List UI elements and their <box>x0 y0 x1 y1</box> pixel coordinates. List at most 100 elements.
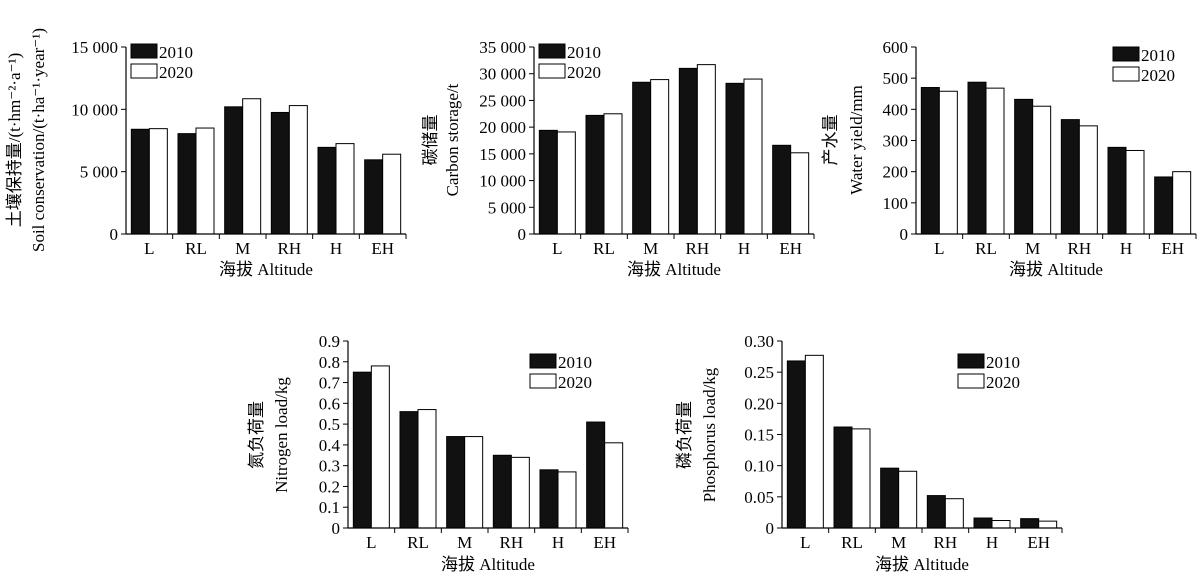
legend-swatch-2020 <box>538 63 566 79</box>
legend-swatch-2020 <box>1112 66 1140 82</box>
y-tick-label: 0.05 <box>744 488 774 507</box>
x-tick-label: EH <box>371 239 394 258</box>
chart-carbon: L RL M RH H EH 0 5 000 10 000 15 000 20 000 25 000 3… <box>421 38 815 279</box>
y-tick-label: 0.25 <box>744 363 774 382</box>
x-tick-label: L <box>366 533 376 552</box>
y-tick-label: 0 <box>332 519 341 538</box>
x-tick-label: RL <box>841 533 863 552</box>
y-tick-label: 20 000 <box>479 118 526 137</box>
y-tick-label: 0.1 <box>319 498 340 517</box>
legend-label-2010: 2010 <box>159 43 193 62</box>
bar-water-2010-EH <box>1154 176 1174 235</box>
y-tick-label: 100 <box>883 194 909 213</box>
bar-carbon-2020-EH <box>790 152 810 235</box>
bar-phosphorus-2010-RH <box>926 495 946 529</box>
y-tick-label: 0 <box>766 519 775 538</box>
bar-carbon-2010-RH <box>678 67 698 235</box>
legend-label-2020: 2020 <box>558 373 592 392</box>
x-tick-label: RL <box>407 533 429 552</box>
y-tick-label: 200 <box>883 163 909 182</box>
y-tick-label: 0.2 <box>319 477 340 496</box>
bar-soil-2010-H <box>317 146 337 235</box>
y-tick-label: 0.30 <box>744 332 774 351</box>
y-axis-title-cn: 碳储量 <box>421 115 440 166</box>
y-tick-label: 30 000 <box>479 65 526 84</box>
x-tick-label: H <box>330 239 342 258</box>
bar-soil-2020-L <box>148 128 168 235</box>
bar-water-2010-L <box>920 87 940 235</box>
y-tick-label: 0.20 <box>744 394 774 413</box>
y-tick-label: 25 000 <box>479 91 526 110</box>
y-tick-label: 10 000 <box>479 172 526 191</box>
x-tick-label: EH <box>1027 533 1050 552</box>
bar-water-2010-M <box>1014 98 1034 235</box>
legend-label-2010: 2010 <box>558 353 592 372</box>
x-tick-label: H <box>1120 239 1132 258</box>
y-axis-title-en: Water yield/mm <box>847 85 866 195</box>
x-tick-label: M <box>891 533 906 552</box>
chart-soil: L RL M RH H EH 0 5 000 10 000 15 000 海拔 Altitude 土壤… <box>4 28 407 279</box>
y-tick-label: 0 <box>518 225 527 244</box>
bar-water-2020-RH <box>1078 125 1098 235</box>
legend-label-2010: 2010 <box>1141 46 1175 65</box>
bar-soil-2010-EH <box>364 159 384 235</box>
x-tick-label: RL <box>975 239 997 258</box>
y-tick-label: 0.4 <box>319 436 341 455</box>
legend-label-2010: 2010 <box>567 43 601 62</box>
y-axis-title-cn: 氮负荷量 <box>247 401 266 469</box>
legend-label-2020: 2020 <box>986 373 1020 392</box>
bar-carbon-2020-M <box>650 79 670 235</box>
y-tick-label: 0.5 <box>319 415 340 434</box>
y-tick-label: 0 <box>110 225 119 244</box>
y-axis-title-cn: 产水量 <box>821 115 840 166</box>
bar-water-2020-H <box>1125 149 1145 235</box>
bar-phosphorus-2010-L <box>786 360 806 529</box>
legend-swatch-2020 <box>130 63 158 79</box>
x-tick-label: EH <box>593 533 616 552</box>
bar-phosphorus-2020-M <box>898 470 918 529</box>
y-tick-label: 0 <box>900 225 909 244</box>
legend-label-2020: 2020 <box>567 63 601 82</box>
x-tick-label: M <box>643 239 658 258</box>
bar-soil-2010-RH <box>270 111 290 235</box>
bar-carbon-2020-RH <box>696 64 716 235</box>
x-tick-label: RH <box>934 533 958 552</box>
x-axis-title: 海拔 Altitude <box>875 555 969 574</box>
bar-phosphorus-2020-H <box>991 520 1011 529</box>
x-tick-label: RH <box>1068 239 1092 258</box>
y-axis-title-en: Carbon storage/t <box>443 83 462 196</box>
bar-nitrogen-2020-EH <box>604 442 624 529</box>
x-tick-label: M <box>235 239 250 258</box>
x-tick-label: L <box>934 239 944 258</box>
y-tick-label: 400 <box>883 100 909 119</box>
bar-phosphorus-2020-L <box>804 354 824 529</box>
bar-phosphorus-2010-EH <box>1020 518 1040 529</box>
bar-phosphorus-2020-EH <box>1038 520 1058 529</box>
x-tick-label: L <box>552 239 562 258</box>
bar-carbon-2010-L <box>538 129 558 235</box>
x-tick-label: RL <box>185 239 207 258</box>
x-tick-label: L <box>800 533 810 552</box>
bar-carbon-2010-M <box>632 81 652 235</box>
x-axis-title: 海拔 Altitude <box>441 555 535 574</box>
legend-swatch-2010 <box>538 43 566 59</box>
bar-carbon-2010-RL <box>585 114 605 235</box>
bar-nitrogen-2010-EH <box>586 421 606 529</box>
x-tick-label: H <box>738 239 750 258</box>
bar-soil-2010-M <box>224 106 244 235</box>
y-tick-label: 35 000 <box>479 38 526 57</box>
y-tick-label: 300 <box>883 132 909 151</box>
bar-carbon-2020-H <box>743 78 763 235</box>
bar-nitrogen-2020-M <box>464 436 484 529</box>
bar-nitrogen-2020-H <box>557 471 577 529</box>
y-tick-label: 0.6 <box>319 394 340 413</box>
y-tick-label: 5 000 <box>488 198 526 217</box>
bar-phosphorus-2020-RH <box>944 498 964 529</box>
legend-swatch-2010 <box>529 353 557 369</box>
bar-carbon-2020-RL <box>603 113 623 235</box>
y-tick-label: 0.15 <box>744 426 774 445</box>
